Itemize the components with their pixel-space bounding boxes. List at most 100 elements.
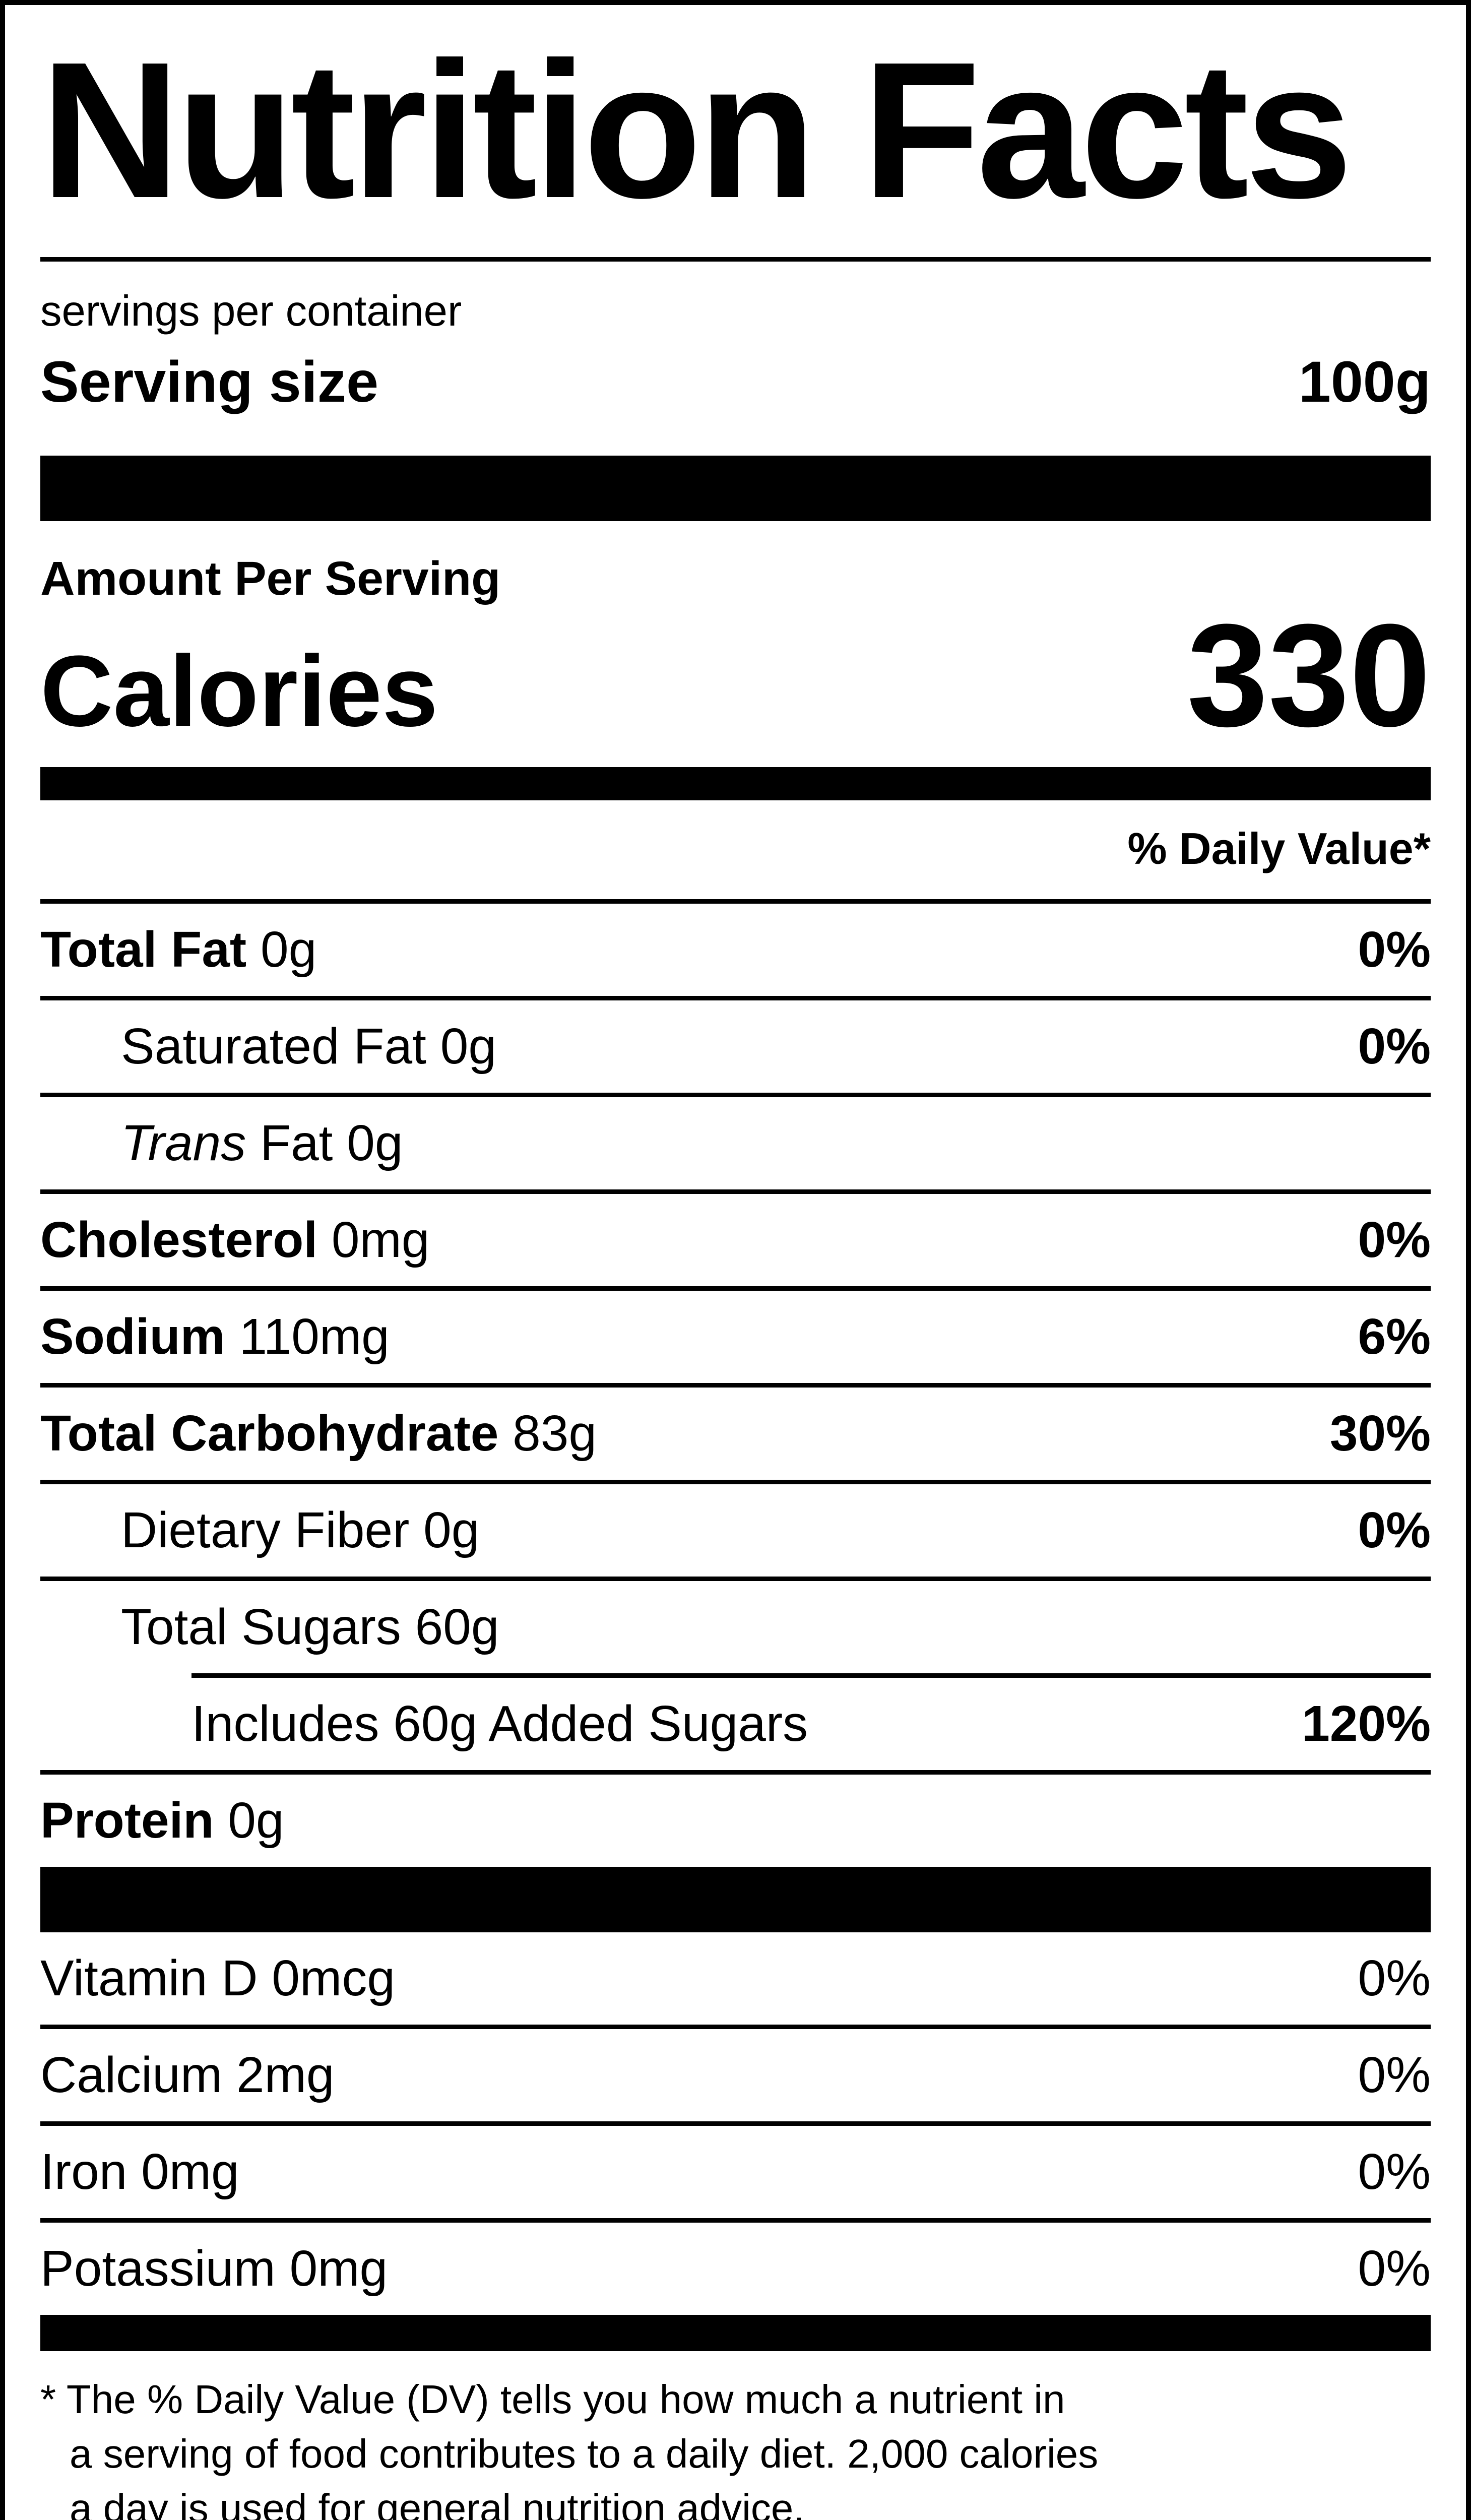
- nutrient-amount: 110mg: [225, 1308, 390, 1365]
- divider: [40, 1383, 1431, 1388]
- nutrient-amount: 0mg: [127, 2144, 239, 2200]
- divider: [40, 1189, 1431, 1194]
- footnote-line: a day is used for general nutrition advi…: [70, 2486, 805, 2520]
- nutrient-name: Calcium 2mg: [40, 2046, 335, 2104]
- nutrient-name-text: Total Carbohydrate: [40, 1405, 499, 1462]
- nutrient-row: Total Sugars 60g: [40, 1581, 1431, 1673]
- nutrient-name-text: Saturated Fat: [121, 1018, 426, 1075]
- daily-value: 0%: [1358, 2144, 1431, 2200]
- nutrient-row: Protein 0g: [40, 1775, 1431, 1867]
- footnote: * The % Daily Value (DV) tells you how m…: [40, 2351, 1431, 2520]
- nutrient-name: Protein 0g: [40, 1792, 284, 1850]
- nutrient-name-text: Iron: [40, 2144, 127, 2200]
- nutrient-amount: 0mg: [275, 2240, 388, 2297]
- nutrient-row: Total Fat 0g 0%: [40, 904, 1431, 996]
- nutrient-row: Potassium 0mg 0%: [40, 2223, 1431, 2315]
- daily-value: 120%: [1302, 1695, 1431, 1752]
- nutrient-name-text: Cholesterol: [40, 1212, 318, 1269]
- nutrient-name: Sodium 110mg: [40, 1308, 390, 1366]
- nutrient-name: Trans Fat 0g: [121, 1114, 403, 1172]
- nutrient-name-text: Total Fat: [40, 921, 247, 978]
- nutrient-row: Sodium 110mg 6%: [40, 1291, 1431, 1383]
- divider: [40, 1286, 1431, 1291]
- divider: [40, 2218, 1431, 2223]
- divider-under-dv-header: [40, 899, 1431, 904]
- footnote-line: * The % Daily Value (DV) tells you how m…: [40, 2377, 1065, 2422]
- nutrient-row: Total Carbohydrate 83g 30%: [40, 1388, 1431, 1480]
- daily-value: 0%: [1358, 1212, 1431, 1269]
- nutrient-amount: 0g: [333, 1115, 403, 1172]
- nutrient-rows: Total Fat 0g 0% Saturated Fat 0g 0% Trans Fa…: [40, 904, 1431, 1867]
- divider: [40, 1093, 1431, 1098]
- nutrient-name: Iron 0mg: [40, 2143, 239, 2201]
- nutrient-name: Cholesterol 0mg: [40, 1211, 429, 1269]
- daily-value: 30%: [1329, 1405, 1431, 1462]
- serving-size-value: 100g: [1298, 349, 1431, 414]
- nutrient-amount: 2mg: [222, 2047, 335, 2104]
- serving-size-row: Serving size 100g: [40, 336, 1431, 456]
- nutrient-amount: 60g: [401, 1599, 499, 1656]
- calories-value: 330: [1187, 594, 1431, 758]
- divider: [40, 996, 1431, 1001]
- nutrient-row: Includes 60g Added Sugars 120%: [40, 1678, 1431, 1770]
- calories-label: Calories: [40, 635, 438, 748]
- daily-value: 0%: [1358, 2047, 1431, 2104]
- daily-value: 0%: [1358, 1502, 1431, 1559]
- nutrient-name-italic: Trans: [121, 1115, 246, 1172]
- daily-value: 0%: [1358, 2240, 1431, 2297]
- section-bar-footnote: [40, 2315, 1431, 2352]
- nutrient-row: Iron 0mg 0%: [40, 2126, 1431, 2218]
- footnote-line: a serving of food contributes to a daily…: [70, 2431, 1099, 2477]
- servings-per-container: servings per container: [40, 287, 462, 335]
- nutrient-name: Total Fat 0g: [40, 921, 316, 979]
- divider: [40, 2121, 1431, 2126]
- nutrient-amount: 0g: [426, 1018, 496, 1075]
- nutrient-name-text: Sodium: [40, 1308, 225, 1365]
- label-title: Nutrition Facts: [40, 21, 1353, 238]
- nutrient-amount: 0g: [409, 1502, 480, 1559]
- nutrient-row: Calcium 2mg 0%: [40, 2029, 1431, 2121]
- daily-value: 6%: [1358, 1308, 1431, 1365]
- nutrient-name: Total Carbohydrate 83g: [40, 1405, 597, 1463]
- divider: [191, 1673, 1431, 1678]
- nutrient-amount: 0g: [214, 1792, 284, 1849]
- nutrient-row: Saturated Fat 0g 0%: [40, 1000, 1431, 1093]
- nutrient-name-text: Calcium: [40, 2047, 223, 2104]
- nutrient-row: Trans Fat 0g: [40, 1097, 1431, 1189]
- nutrient-row: Dietary Fiber 0g 0%: [40, 1484, 1431, 1577]
- nutrient-name: Total Sugars 60g: [121, 1598, 499, 1656]
- section-bar-protein: [40, 1867, 1431, 1933]
- nutrient-row: Vitamin D 0mcg 0%: [40, 1932, 1431, 2025]
- nutrient-name-text: Dietary Fiber: [121, 1502, 410, 1559]
- nutrient-name-text: Total Sugars: [121, 1599, 401, 1656]
- nutrient-name-text: Vitamin D: [40, 1950, 258, 2007]
- amount-per-serving-label: Amount Per Serving: [40, 552, 501, 605]
- micronutrient-rows: Vitamin D 0mcg 0% Calcium 2mg 0% Iron 0mg 0% P…: [40, 1932, 1431, 2315]
- nutrient-name: Vitamin D 0mcg: [40, 1949, 395, 2007]
- section-bar-top: [40, 456, 1431, 521]
- nutrient-name-text: Potassium: [40, 2240, 276, 2297]
- nutrient-amount: 0mg: [317, 1212, 430, 1269]
- nutrient-name-text: Protein: [40, 1792, 214, 1849]
- nutrient-name-text: Includes 60g Added Sugars: [191, 1695, 808, 1752]
- calories-row: Calories 330: [40, 594, 1431, 767]
- divider: [40, 1480, 1431, 1485]
- nutrient-amount: 83g: [498, 1405, 597, 1462]
- daily-value-header: % Daily Value*: [1127, 824, 1431, 874]
- nutrient-name-text: Fat: [246, 1115, 333, 1172]
- serving-size-label: Serving size: [40, 349, 379, 414]
- nutrient-amount: 0g: [246, 921, 317, 978]
- section-bar-calories: [40, 767, 1431, 801]
- nutrient-name: Saturated Fat 0g: [121, 1018, 496, 1076]
- nutrient-row: Cholesterol 0mg 0%: [40, 1194, 1431, 1286]
- nutrient-name: Includes 60g Added Sugars: [191, 1695, 808, 1753]
- nutrient-name: Dietary Fiber 0g: [121, 1501, 479, 1559]
- nutrient-amount: 0mcg: [258, 1950, 395, 2007]
- daily-value: 0%: [1358, 1018, 1431, 1075]
- divider: [40, 1577, 1431, 1582]
- daily-value: 0%: [1358, 921, 1431, 978]
- nutrient-name: Potassium 0mg: [40, 2240, 388, 2298]
- divider: [40, 2025, 1431, 2030]
- divider-under-title: [40, 257, 1431, 262]
